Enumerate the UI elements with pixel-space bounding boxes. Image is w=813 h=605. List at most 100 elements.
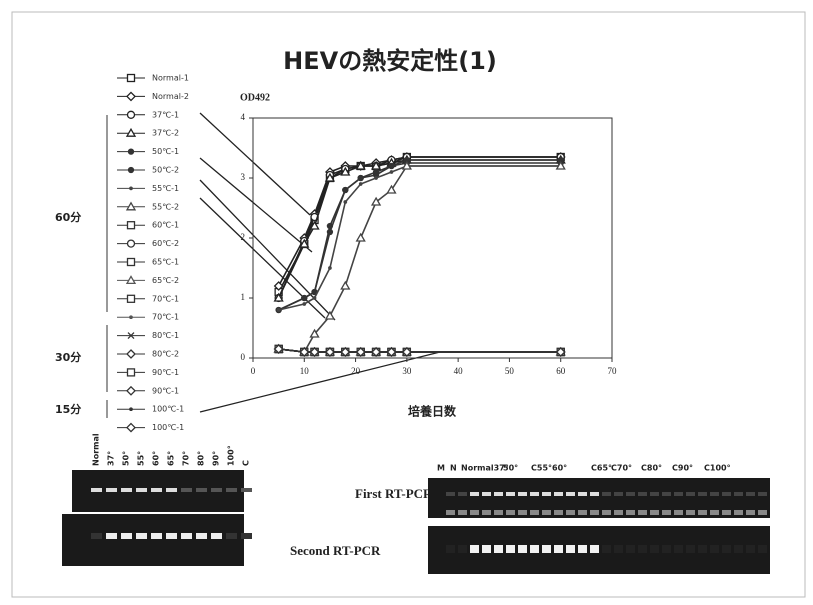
- data-point: [355, 347, 366, 357]
- gel-image: [62, 514, 244, 566]
- x-tick-label: 60: [556, 366, 566, 376]
- gel-band: [211, 533, 222, 539]
- data-point: [273, 292, 284, 302]
- lane-label: C65°: [591, 464, 612, 473]
- gel-band: [226, 533, 237, 539]
- gel-band: [241, 488, 252, 492]
- gel-band: [506, 545, 515, 553]
- gel-band: [506, 510, 515, 515]
- gel-band: [554, 545, 563, 553]
- series-line: [278, 165, 561, 311]
- gel-band: [166, 533, 177, 539]
- legend-marker: [129, 315, 133, 320]
- gel-band: [602, 492, 611, 496]
- gel-band: [518, 510, 527, 515]
- gel-band: [241, 533, 252, 539]
- data-point: [355, 160, 366, 170]
- data-point: [301, 294, 308, 302]
- x-tick-label: 70: [608, 366, 618, 376]
- gel-band: [566, 510, 575, 515]
- gel-label: First RT-PCR: [355, 486, 433, 501]
- legend-label: 50℃-1: [152, 147, 179, 156]
- y-tick-label: 4: [241, 112, 246, 122]
- legend-label: 65℃-1: [152, 258, 179, 267]
- lane-label: 55°: [137, 451, 146, 466]
- legend-label: 100℃-1: [152, 405, 184, 414]
- gel-band: [542, 492, 551, 496]
- data-point: [325, 347, 335, 357]
- gel-band: [226, 488, 237, 492]
- gel-band: [638, 510, 647, 515]
- gel-label: Second RT-PCR: [290, 543, 381, 558]
- y-tick-label: 0: [241, 352, 246, 362]
- gel-band: [530, 545, 539, 553]
- data-point: [276, 308, 281, 312]
- legend-label: Normal-2: [152, 92, 189, 101]
- data-point: [401, 160, 412, 170]
- gel-band: [136, 533, 147, 539]
- gel-band: [686, 545, 695, 553]
- data-point: [340, 347, 351, 357]
- lane-label: Normal: [92, 433, 101, 466]
- gel-band: [121, 533, 132, 539]
- gel-band: [674, 492, 683, 496]
- data-point: [340, 166, 351, 176]
- gel-band: [196, 533, 207, 539]
- legend-label: 55℃-1: [152, 184, 179, 193]
- data-point: [309, 220, 320, 230]
- data-point: [312, 296, 317, 300]
- gel-band: [518, 545, 527, 553]
- data-point: [343, 200, 348, 204]
- lane-label: 80°: [197, 451, 206, 466]
- gel-band: [458, 545, 467, 553]
- data-point: [386, 347, 397, 357]
- gel-band: [458, 492, 467, 496]
- gel-band: [686, 492, 695, 496]
- gel-band: [482, 492, 491, 496]
- legend-label: 37℃-2: [152, 129, 179, 138]
- legend-label: 60℃-1: [152, 221, 179, 230]
- gel-band: [578, 545, 587, 553]
- gel-band: [554, 492, 563, 496]
- legend-marker: [126, 368, 136, 377]
- data-point: [370, 196, 382, 206]
- data-point: [401, 347, 412, 357]
- x-tick-label: 30: [402, 366, 412, 376]
- lane-label: 100°: [227, 445, 236, 466]
- gel-band: [106, 488, 117, 492]
- gel-band: [91, 488, 102, 492]
- gel-band: [181, 488, 192, 492]
- series-line: [278, 348, 561, 353]
- y-tick-label: 3: [241, 172, 246, 182]
- x-tick-label: 40: [454, 366, 464, 376]
- lane-label: C70°: [611, 464, 632, 473]
- gel-band: [458, 510, 467, 515]
- gel-band: [494, 545, 503, 553]
- gel-band: [722, 510, 731, 515]
- gel-band: [578, 492, 587, 496]
- gel-band: [181, 533, 192, 539]
- legend-label: 70℃-1: [152, 294, 179, 303]
- legend-marker: [126, 239, 136, 248]
- gel-band: [686, 510, 695, 515]
- gel-band: [578, 510, 587, 515]
- legend-label: 70℃-1: [152, 313, 179, 322]
- gel-band: [638, 545, 647, 553]
- x-axis-label: 培養日数: [408, 404, 457, 419]
- x-tick-label: 50: [505, 366, 515, 376]
- data-point: [324, 310, 336, 320]
- gel-band: [506, 492, 515, 496]
- gel-band: [136, 488, 147, 492]
- gel-band: [614, 492, 623, 496]
- lane-label: C80°: [641, 464, 662, 473]
- data-point: [309, 347, 320, 357]
- legend-marker: [126, 91, 136, 102]
- lane-label: M: [437, 464, 445, 473]
- legend-label: 80℃-1: [152, 331, 179, 340]
- gel-band: [196, 488, 207, 492]
- gel-band: [470, 545, 479, 553]
- gel-band: [166, 488, 177, 492]
- data-point: [358, 182, 363, 186]
- gel-band: [650, 545, 659, 553]
